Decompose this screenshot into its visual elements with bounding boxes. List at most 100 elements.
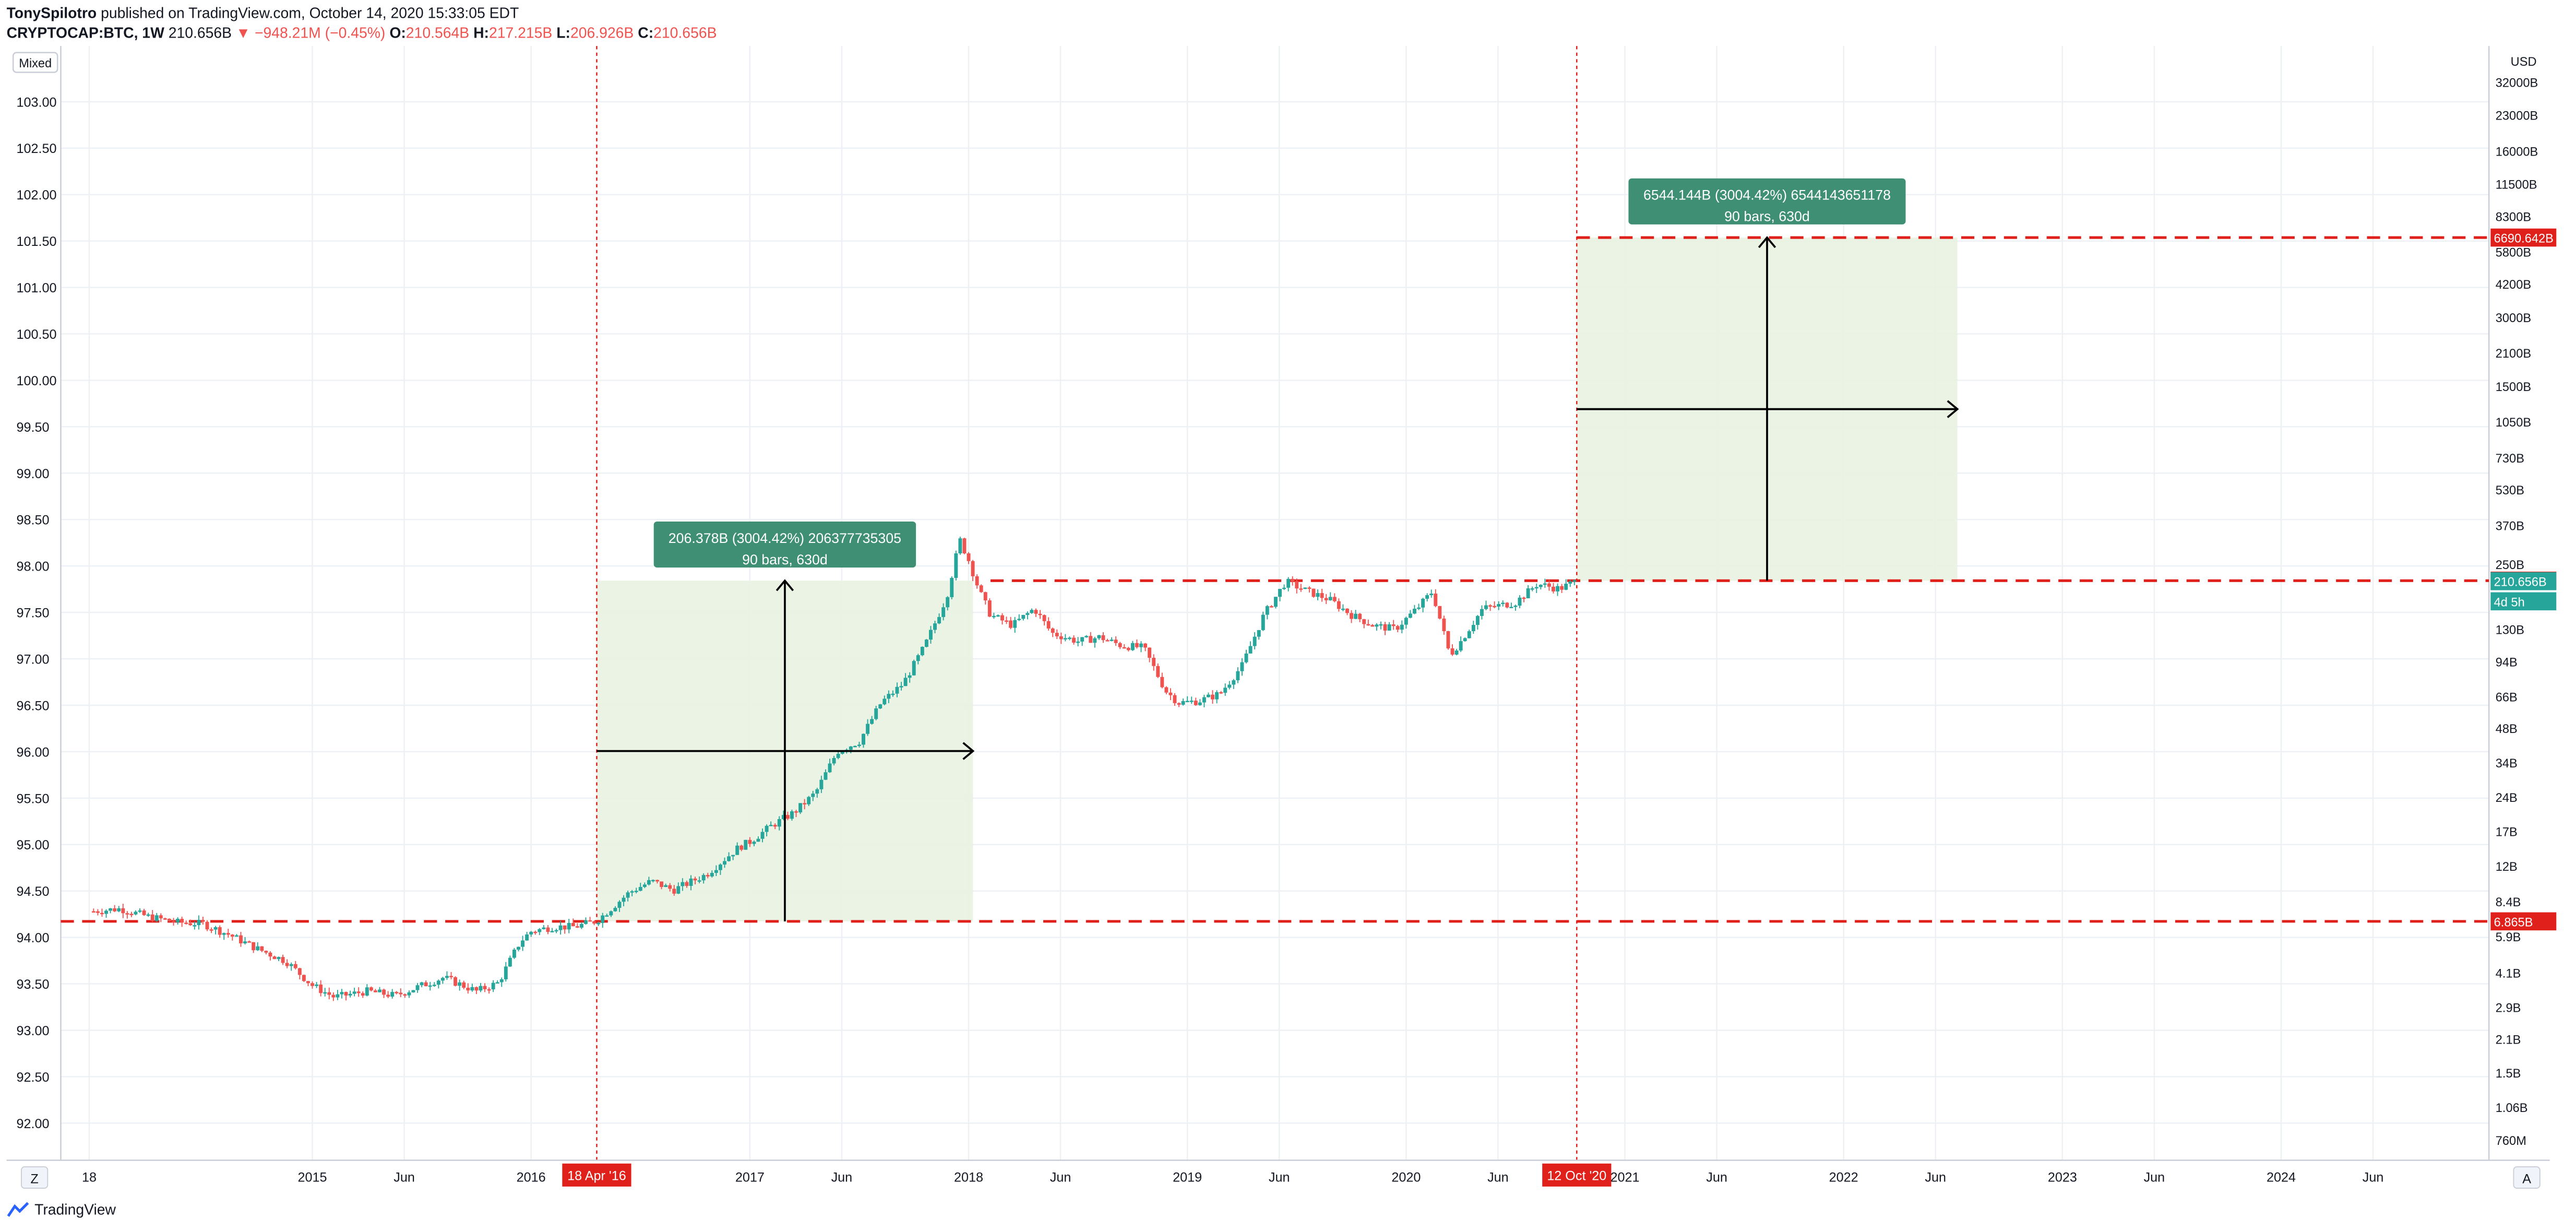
high-value: 217.215B xyxy=(488,25,553,41)
author-name[interactable]: TonySpilotro xyxy=(6,5,97,21)
candle-up xyxy=(941,607,946,617)
candle-up xyxy=(946,597,950,608)
candle-up xyxy=(920,647,924,656)
time-axis-tick-label: 2018 xyxy=(954,1170,983,1185)
candle-up xyxy=(601,915,605,923)
candle-up xyxy=(899,686,903,688)
candle-down xyxy=(971,561,975,576)
candle-up xyxy=(436,980,440,985)
zoom-button-label: Z xyxy=(30,1172,38,1187)
candle-down xyxy=(403,994,407,996)
zoom-button[interactable]: Z xyxy=(20,1166,49,1189)
candle-down xyxy=(1505,602,1509,608)
candle-up xyxy=(521,940,525,947)
candle-up xyxy=(710,873,714,877)
candle-up xyxy=(937,617,941,624)
arrow-head-up xyxy=(1758,236,1776,248)
candle-up xyxy=(878,704,882,708)
candle-up xyxy=(731,855,735,857)
candle-down xyxy=(740,845,744,850)
candle-up xyxy=(950,577,954,597)
candle-down xyxy=(172,921,175,923)
left-axis-tick-label: 96.50 xyxy=(16,699,49,713)
candle-up xyxy=(887,694,891,699)
candle-down xyxy=(1177,703,1181,705)
candle-up xyxy=(420,982,424,986)
candle-up xyxy=(1248,646,1253,654)
candle-up xyxy=(929,630,933,640)
candle-down xyxy=(983,592,987,601)
right-axis-tick-label: 5.9B xyxy=(2496,931,2521,944)
candle-up xyxy=(193,925,197,927)
candle-up xyxy=(617,902,622,908)
candle-up xyxy=(1530,588,1534,590)
left-axis-tick-label: 93.50 xyxy=(16,977,49,992)
candle-up xyxy=(1080,637,1084,642)
price-label-tag xyxy=(2490,592,2557,611)
candle-down xyxy=(1148,647,1152,658)
candle-up xyxy=(689,878,693,886)
candle-up xyxy=(1257,630,1261,637)
candle-down xyxy=(1101,635,1105,641)
close-label: C: xyxy=(638,25,654,41)
candle-up xyxy=(681,882,685,886)
candle-down xyxy=(1446,631,1450,648)
candle-up xyxy=(365,987,369,996)
footer: TradingView xyxy=(7,1201,116,1218)
candle-up xyxy=(1534,587,1539,589)
chart-header: TonySpilotro published on TradingView.co… xyxy=(7,3,717,43)
candle-up xyxy=(1564,584,1568,590)
time-axis-tick-label: Jun xyxy=(393,1170,415,1185)
auto-scale-button-label: A xyxy=(2522,1172,2531,1187)
right-axis-tick-label: 94B xyxy=(2496,656,2518,669)
currency-label[interactable]: USD xyxy=(2511,55,2537,69)
time-axis-tick-label: 2023 xyxy=(2048,1170,2077,1185)
candle-down xyxy=(1362,619,1366,624)
candle-down xyxy=(96,911,100,913)
time-axis-bg xyxy=(0,1160,2576,1197)
symbol-label[interactable]: CRYPTOCAP:BTC, 1W xyxy=(6,25,164,41)
date-marker-tag xyxy=(562,1163,631,1187)
candle-up xyxy=(605,915,609,917)
candle-up xyxy=(613,908,617,912)
candle-up xyxy=(1198,702,1202,705)
candle-down xyxy=(1552,586,1555,591)
time-axis[interactable]: 18 2015 Jun 2016 2017 Jun 2018 Jun 2019 Jun 2020 Ju… xyxy=(82,1170,2383,1185)
footer-brand[interactable]: TradingView xyxy=(34,1201,116,1218)
candle-down xyxy=(1211,694,1215,700)
candle-down xyxy=(546,927,550,932)
candle-down xyxy=(1072,637,1076,643)
right-price-axis[interactable]: 32000B 23000B 16000B 11500B 8300B 5800B 4200B 3… xyxy=(2496,77,2538,1149)
candle-down xyxy=(487,989,491,991)
candle-up xyxy=(504,966,508,979)
candle-up xyxy=(933,623,937,630)
auto-scale-button[interactable]: A xyxy=(2513,1166,2541,1189)
candle-down xyxy=(1370,625,1375,627)
time-axis-tick-label: Jun xyxy=(831,1170,853,1185)
mixed-button[interactable]: Mixed xyxy=(12,52,58,73)
candle-up xyxy=(579,924,583,928)
candle-up xyxy=(727,856,731,861)
candle-up xyxy=(117,908,121,912)
candle-down xyxy=(184,922,188,924)
candle-up xyxy=(1261,614,1265,630)
candle-up xyxy=(622,897,626,902)
candle-up xyxy=(1253,636,1257,646)
candle-down xyxy=(1122,647,1126,649)
time-axis-tick-label: 18 xyxy=(82,1170,97,1185)
candle-down xyxy=(125,913,129,915)
left-axis-tick-label: 92.00 xyxy=(16,1117,49,1131)
right-axis-tick-label: 34B xyxy=(2496,757,2518,771)
candle-down xyxy=(1307,587,1311,589)
candle-down xyxy=(424,982,428,987)
left-price-axis[interactable]: 103.00 102.50 102.00 101.50 101.00 100.50 100.… xyxy=(16,95,56,1131)
right-axis-tick-label: 370B xyxy=(2496,519,2524,533)
candle-up xyxy=(798,803,803,813)
candle-up xyxy=(445,976,449,978)
candle-up xyxy=(777,819,781,827)
left-axis-tick-label: 94.00 xyxy=(16,931,49,945)
candle-down xyxy=(1164,687,1168,693)
candle-up xyxy=(1068,637,1071,640)
